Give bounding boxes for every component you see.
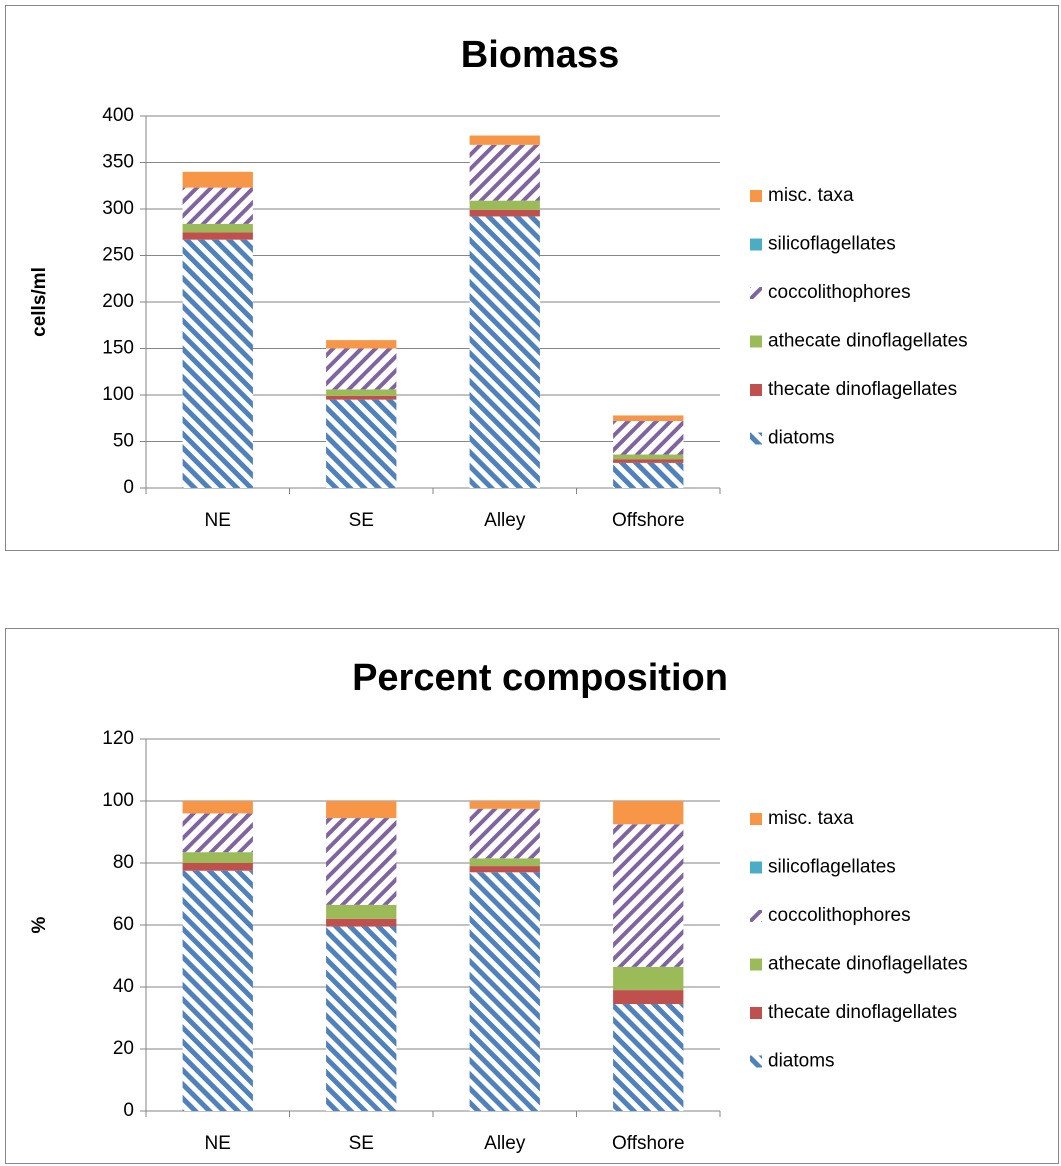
bar-segment xyxy=(182,813,253,853)
bar-segment xyxy=(469,144,540,201)
y-tick-label: 150 xyxy=(102,338,134,359)
bar-segment xyxy=(613,1004,684,1111)
bar-segment xyxy=(469,858,540,867)
y-tick-label: 60 xyxy=(113,914,134,935)
bar-segment xyxy=(469,808,540,859)
bar-segment xyxy=(326,395,397,400)
bar-segment xyxy=(613,462,684,488)
legend-label: silicoflagellates xyxy=(768,234,896,255)
bar-segment xyxy=(326,389,397,396)
y-tick-label: 0 xyxy=(123,1100,134,1121)
legend-swatch xyxy=(750,287,762,299)
x-tick-label: Alley xyxy=(484,510,526,531)
chart: Biomass cells/ml 0 50 100 150 200 250 300 350 400 N… xyxy=(5,5,1059,551)
x-tick-label: SE xyxy=(349,510,374,531)
y-tick-label: 350 xyxy=(102,152,134,173)
legend-swatch xyxy=(750,958,762,971)
legend-label: diatoms xyxy=(768,1051,835,1072)
x-tick-label: SE xyxy=(349,1133,374,1154)
legend-swatch xyxy=(750,910,762,922)
y-tick-label: 80 xyxy=(113,852,134,873)
bar-segment xyxy=(182,852,253,863)
bar-segment xyxy=(613,415,684,422)
legend: diatoms thecate dinoflagellates athecate d… xyxy=(750,185,968,449)
bar-segment xyxy=(182,232,253,240)
y-tick-label: 50 xyxy=(113,431,134,452)
chart: Percent composition% 0 20 40 60 80 100 120 NE SE A… xyxy=(5,628,1059,1164)
legend-label: silicoflagellates xyxy=(768,857,896,878)
y-tick-label: 400 xyxy=(102,105,134,126)
bar-segment xyxy=(326,348,397,390)
chart-title: Percent composition xyxy=(352,657,728,699)
bar-segment xyxy=(469,801,540,809)
legend-swatch xyxy=(750,1007,762,1019)
x-tick-label: NE xyxy=(205,510,231,531)
legend-swatch xyxy=(750,432,762,445)
bar-segment xyxy=(469,209,540,217)
y-tick-label: 200 xyxy=(102,291,134,312)
bar-segment xyxy=(613,801,684,825)
legend-swatch xyxy=(750,335,762,348)
legend-label: coccolithophores xyxy=(768,282,911,303)
bar-segment xyxy=(326,926,397,1111)
chart-title: Biomass xyxy=(461,34,619,76)
legend-label: thecate dinoflagellates xyxy=(768,1002,957,1023)
bar-segment xyxy=(326,340,397,349)
bar-segment xyxy=(182,863,253,871)
bar-segment xyxy=(613,990,684,1005)
bar-segment xyxy=(326,918,397,927)
x-tick-label: Offshore xyxy=(612,510,685,531)
bar-segment xyxy=(469,135,540,145)
legend-swatch xyxy=(750,861,762,874)
bar-segment xyxy=(469,200,540,210)
y-tick-label: 120 xyxy=(102,728,134,749)
legend-swatch xyxy=(750,384,762,396)
x-tick-label: Offshore xyxy=(612,1133,685,1154)
legend-label: misc. taxa xyxy=(768,808,854,829)
y-axis-label: % xyxy=(29,916,50,933)
bar-segment xyxy=(326,818,397,905)
bar-segment xyxy=(613,421,684,455)
legend-swatch xyxy=(750,190,762,202)
bar-segment xyxy=(182,171,253,188)
y-tick-label: 20 xyxy=(113,1038,134,1059)
bar-segment xyxy=(613,454,684,460)
legend-label: athecate dinoflagellates xyxy=(768,954,968,975)
bar-segment xyxy=(469,866,540,873)
legend-label: athecate dinoflagellates xyxy=(768,331,968,352)
legend-label: thecate dinoflagellates xyxy=(768,379,957,400)
legend-swatch xyxy=(750,238,762,251)
y-tick-label: 100 xyxy=(102,790,134,811)
y-tick-label: 250 xyxy=(102,245,134,266)
legend: diatoms thecate dinoflagellates athecate d… xyxy=(750,808,968,1072)
legend-label: misc. taxa xyxy=(768,185,854,206)
bar-segment xyxy=(613,459,684,463)
bar-segment xyxy=(613,824,684,967)
bar-segment xyxy=(469,872,540,1111)
bar-segment xyxy=(182,239,253,488)
bar-segment xyxy=(182,187,253,224)
bar-segment xyxy=(182,801,253,814)
bar-segment xyxy=(613,966,684,991)
legend-swatch xyxy=(750,813,762,825)
bar-segment xyxy=(469,216,540,488)
x-tick-label: NE xyxy=(205,1133,231,1154)
bar-segment xyxy=(326,801,397,819)
y-axis-label: cells/ml xyxy=(29,267,50,337)
bar-segment xyxy=(182,223,253,233)
legend-label: coccolithophores xyxy=(768,905,911,926)
y-tick-label: 300 xyxy=(102,198,134,219)
bar-segment xyxy=(326,399,397,488)
y-tick-label: 40 xyxy=(113,976,134,997)
y-tick-label: 100 xyxy=(102,384,134,405)
y-tick-label: 0 xyxy=(123,477,134,498)
legend-swatch xyxy=(750,1055,762,1068)
x-tick-label: Alley xyxy=(484,1133,526,1154)
bar-segment xyxy=(326,904,397,919)
legend-label: diatoms xyxy=(768,428,835,449)
bar-segment xyxy=(182,870,253,1111)
